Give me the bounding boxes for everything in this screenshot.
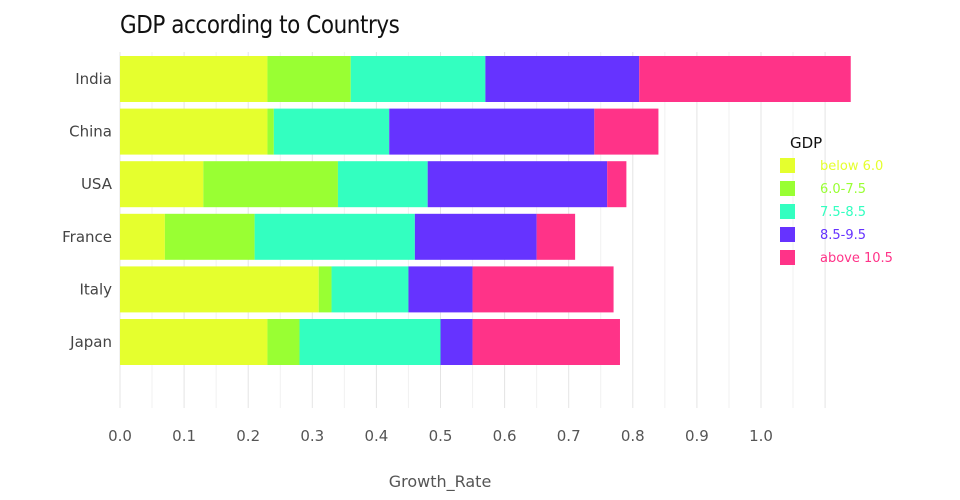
x-tick-label: 0.5 — [429, 427, 453, 445]
bar-china-segment-3 — [389, 108, 595, 155]
category-label-india: India — [75, 70, 112, 88]
bar-france-segment-1 — [164, 213, 255, 260]
bar-japan-segment-0 — [120, 319, 268, 365]
bar-india-segment-0 — [120, 56, 268, 102]
bar-italy-segment-0 — [120, 266, 319, 313]
legend-title: GDP — [790, 134, 822, 152]
bar-japan-segment-4 — [472, 319, 620, 365]
x-tick-labels: 0.0 0.1 0.2 0.3 0.4 0.5 0.6 0.7 0.8 0.9 1.0 — [108, 427, 773, 445]
x-tick-label: 0.4 — [364, 427, 388, 445]
bar-china-segment-2 — [273, 108, 390, 155]
bar-usa-segment-4 — [607, 161, 627, 208]
x-tick-label: 0.1 — [172, 427, 196, 445]
bar-china-segment-4 — [594, 108, 659, 155]
x-tick-label: 0.0 — [108, 427, 132, 445]
bar-china-segment-0 — [120, 108, 268, 155]
bar-india-segment-3 — [485, 56, 640, 102]
bar-usa-segment-0 — [120, 161, 204, 208]
chart-title: GDP according to Countrys — [120, 10, 400, 39]
legend: GDP below 6.0 6.0-7.5 7.5-8.5 8.5-9.5 above … — [780, 134, 893, 266]
bar-italy-segment-1 — [318, 266, 332, 313]
category-label-japan: Japan — [69, 333, 112, 351]
bar-france-segment-0 — [120, 213, 165, 260]
x-tick-label: 0.3 — [300, 427, 324, 445]
x-tick-label: 0.8 — [621, 427, 645, 445]
legend-swatch-0 — [780, 158, 795, 173]
legend-label-2: 7.5-8.5 — [820, 205, 866, 220]
category-label-france: France — [62, 228, 112, 246]
bar-japan-segment-3 — [440, 319, 473, 365]
category-labels: India China USA France Italy Japan — [62, 70, 113, 351]
bar-china-segment-1 — [267, 108, 274, 155]
bar-france-segment-3 — [414, 213, 537, 260]
legend-label-4: above 10.5 — [820, 251, 893, 266]
bar-japan-segment-1 — [267, 319, 300, 365]
category-label-italy: Italy — [79, 280, 112, 298]
bar-france-segment-2 — [254, 213, 415, 260]
bar-usa-segment-1 — [203, 161, 338, 208]
legend-swatch-2 — [780, 204, 795, 219]
bars — [120, 56, 851, 365]
x-tick-label: 0.6 — [493, 427, 517, 445]
x-tick-label: 0.2 — [236, 427, 260, 445]
x-tick-label: 0.7 — [557, 427, 581, 445]
bar-france-segment-4 — [536, 213, 576, 260]
x-tick-label: 0.9 — [685, 427, 709, 445]
bar-italy-segment-3 — [408, 266, 473, 313]
legend-swatch-4 — [780, 250, 795, 265]
category-label-china: China — [69, 123, 112, 141]
bar-india-segment-4 — [639, 56, 851, 102]
bar-italy-segment-4 — [472, 266, 614, 313]
bar-india-segment-1 — [267, 56, 351, 102]
x-axis-title: Growth_Rate — [389, 472, 492, 492]
legend-label-3: 8.5-9.5 — [820, 228, 866, 243]
category-label-usa: USA — [81, 175, 113, 193]
bar-usa-segment-3 — [427, 161, 608, 208]
legend-swatch-1 — [780, 181, 795, 196]
legend-swatch-3 — [780, 227, 795, 242]
x-tick-label: 1.0 — [749, 427, 773, 445]
bar-japan-segment-2 — [299, 319, 441, 365]
bar-usa-segment-2 — [337, 161, 428, 208]
legend-label-1: 6.0-7.5 — [820, 182, 866, 197]
legend-label-0: below 6.0 — [820, 159, 883, 174]
bar-india-segment-2 — [350, 56, 486, 102]
bar-italy-segment-2 — [331, 266, 409, 313]
